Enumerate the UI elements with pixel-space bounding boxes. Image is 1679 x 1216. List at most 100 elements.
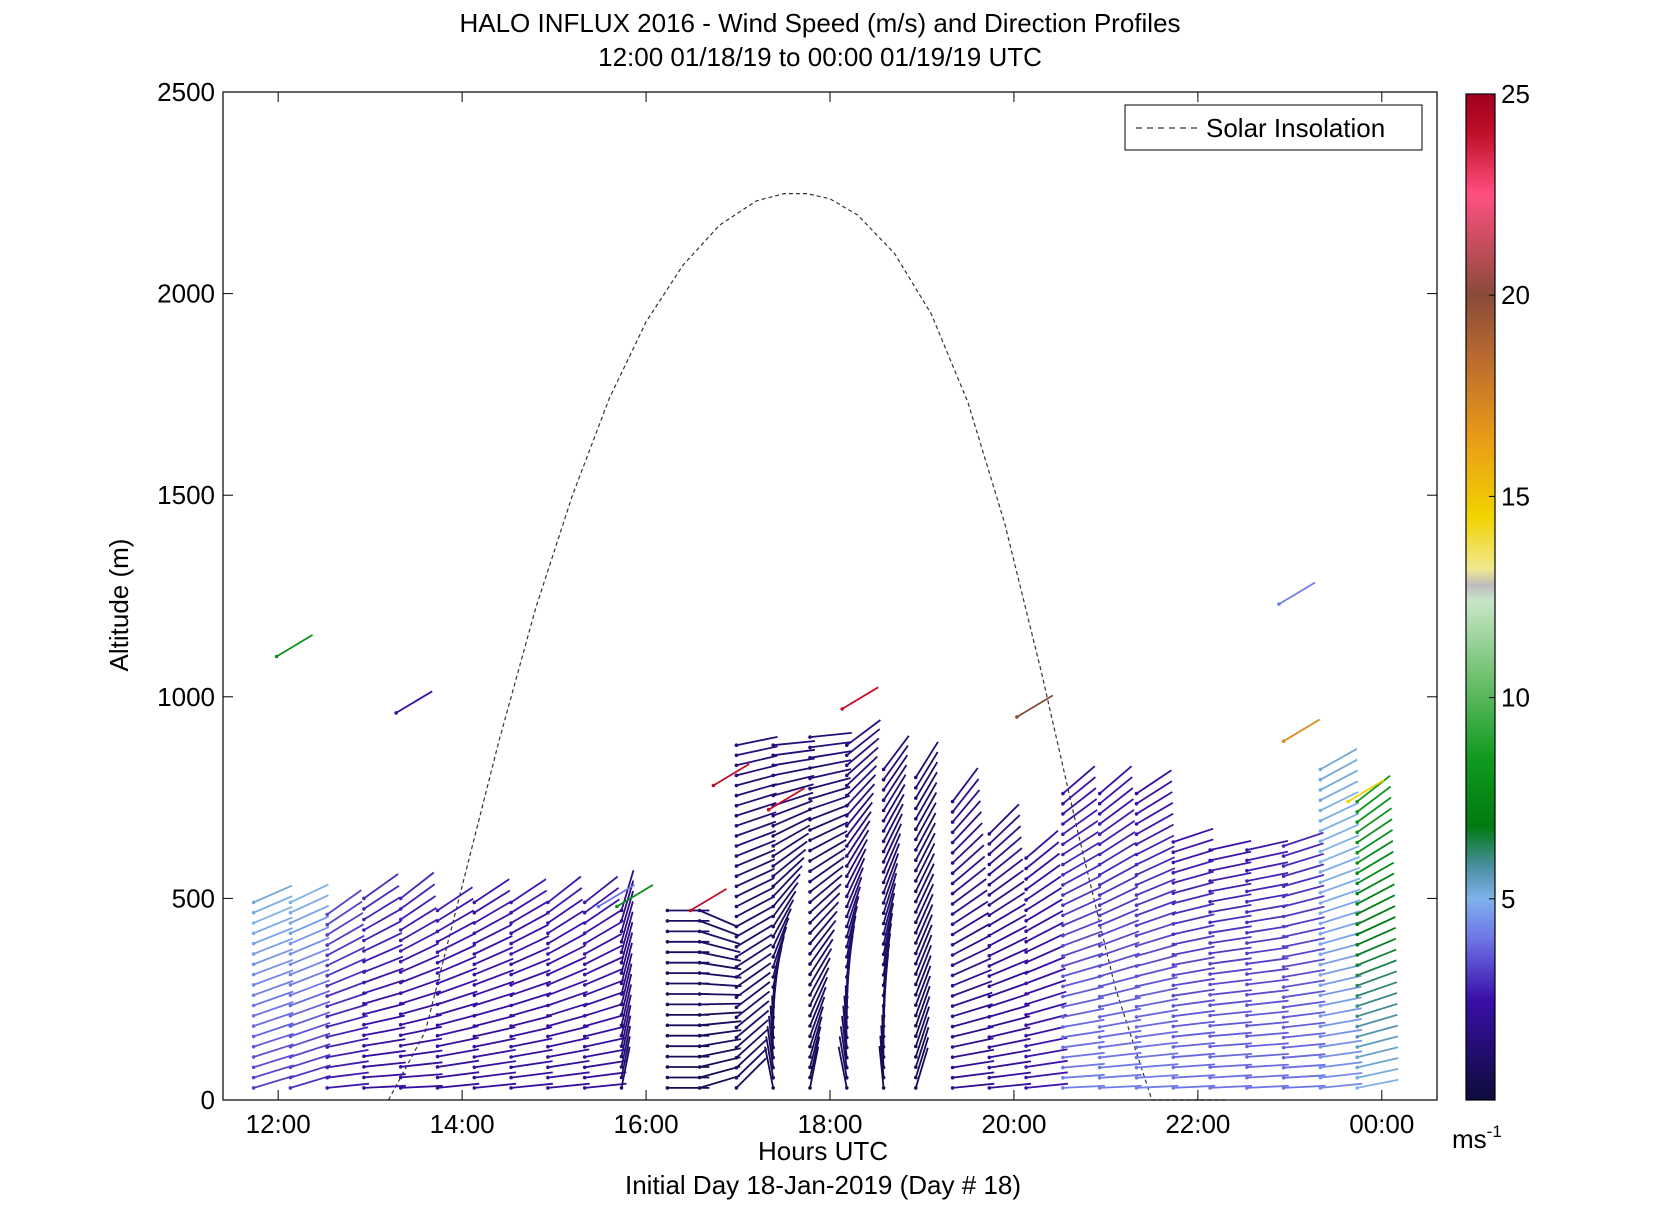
wind-vector — [1061, 776, 1096, 806]
wind-vector — [914, 853, 936, 894]
wind-vector — [619, 963, 633, 1007]
wind-vector — [950, 923, 990, 947]
wind-vector — [734, 745, 778, 758]
wind-vector — [1061, 1051, 1105, 1060]
wind-vector — [398, 990, 442, 1006]
wind-vector — [362, 1061, 406, 1069]
wind-vector — [1318, 780, 1359, 802]
wind-vector — [841, 1015, 849, 1060]
wind-vector — [766, 1025, 775, 1070]
wind-vector — [950, 957, 992, 978]
wind-vector — [697, 960, 742, 971]
wind-vector — [1277, 581, 1316, 606]
wind-vector — [1281, 1053, 1326, 1060]
x-axis-label: Hours UTC — [758, 1136, 888, 1166]
wind-vector — [1355, 992, 1398, 1008]
wind-vector — [582, 1013, 626, 1028]
wind-vector — [1355, 883, 1395, 906]
wind-vector — [1061, 787, 1097, 816]
wind-vector — [472, 1037, 516, 1049]
wind-vector — [1024, 990, 1067, 1007]
wind-vector — [845, 857, 866, 899]
wind-vector — [881, 813, 903, 854]
wind-vector — [1061, 1029, 1105, 1039]
wind-vector — [288, 968, 330, 987]
wind-vector — [1061, 1018, 1105, 1029]
wind-vector — [734, 820, 777, 838]
wind-vector — [734, 886, 775, 909]
wind-vector — [1061, 985, 1104, 999]
wind-vector — [398, 895, 437, 922]
wind-vector — [734, 981, 771, 1010]
wind-vector — [950, 1060, 995, 1070]
wind-vector — [1245, 925, 1289, 935]
wind-vector — [1134, 856, 1176, 877]
wind-vector — [1097, 809, 1135, 836]
wind-vector — [362, 920, 402, 943]
wind-vector — [325, 980, 367, 998]
wind-vector — [987, 814, 1021, 846]
wind-vector — [435, 978, 478, 996]
wind-vector — [771, 748, 816, 758]
wind-vector — [546, 1013, 589, 1028]
wind-vector — [1318, 942, 1362, 957]
wind-vector — [509, 1060, 553, 1070]
wind-vector — [914, 883, 935, 925]
wind-vector — [325, 1049, 369, 1060]
wind-vector — [398, 918, 438, 943]
wind-vector — [845, 886, 861, 929]
wind-vector — [881, 872, 898, 915]
wind-vector — [914, 1026, 930, 1069]
wind-vector — [362, 884, 400, 911]
wind-vector — [1281, 895, 1325, 909]
x-tick-label: 00:00 — [1349, 1109, 1414, 1139]
wind-vector — [1097, 853, 1137, 877]
wind-vector — [325, 1071, 369, 1080]
wind-vector — [808, 865, 844, 894]
wind-vector — [808, 986, 827, 1028]
wind-vector — [1024, 956, 1066, 975]
wind-vector — [881, 793, 905, 833]
wind-vector — [950, 946, 991, 967]
wind-vector — [845, 774, 877, 808]
wind-vector — [398, 1025, 443, 1038]
wind-vector — [764, 1046, 775, 1090]
wind-vector — [398, 942, 439, 964]
wind-vector — [325, 1026, 369, 1039]
wind-vector — [1318, 920, 1361, 936]
wind-vector — [582, 979, 625, 997]
wind-vector — [808, 1006, 824, 1049]
wind-vector — [509, 912, 549, 936]
wind-vector — [251, 980, 294, 997]
wind-vector — [1281, 916, 1325, 929]
wind-vector — [1061, 809, 1098, 836]
wind-vector — [1024, 921, 1064, 944]
wind-vector — [1097, 952, 1140, 968]
wind-vector — [1015, 694, 1054, 719]
wind-vector — [1134, 987, 1178, 999]
wind-vector — [697, 1038, 742, 1048]
wind-vector — [1171, 935, 1215, 947]
wind-vector — [1061, 897, 1102, 918]
wind-vector — [582, 1071, 627, 1080]
wind-vector — [546, 875, 582, 905]
wind-vector — [1318, 769, 1359, 792]
wind-vector — [619, 942, 633, 986]
wind-vector — [546, 887, 583, 915]
wind-vector — [808, 856, 845, 884]
wind-vector — [734, 1028, 769, 1060]
wind-vector — [987, 1026, 1031, 1039]
wind-vector — [881, 853, 900, 895]
wind-vector — [987, 914, 1027, 938]
wind-vector — [1061, 875, 1101, 897]
wind-vector — [1171, 827, 1214, 844]
wind-vector — [697, 919, 740, 937]
wind-vector — [881, 784, 906, 823]
wind-vector — [1171, 870, 1214, 885]
wind-vector — [1097, 930, 1140, 948]
wind-vector — [1024, 1059, 1068, 1069]
wind-vector — [1097, 875, 1138, 897]
wind-vector — [1318, 888, 1361, 905]
wind-vector — [808, 874, 843, 904]
wind-vector — [1097, 842, 1137, 867]
